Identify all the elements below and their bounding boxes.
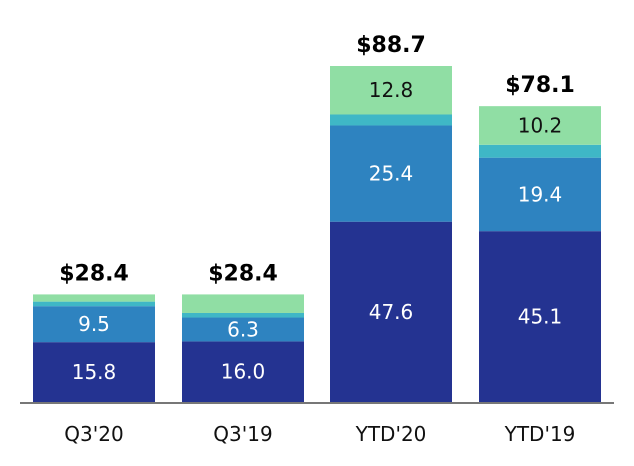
x-tick-label: Q3'20 — [64, 422, 123, 446]
segment-value-label: 15.8 — [72, 360, 117, 384]
bar-segment-2-1 — [33, 306, 155, 343]
bar-segment-2-3 — [330, 125, 452, 222]
bar-total-label: $28.4 — [59, 261, 129, 286]
bar-segment-1-3 — [330, 221, 452, 402]
bar-total-label: $78.1 — [505, 73, 575, 98]
bar-segment-1-4 — [479, 231, 601, 402]
x-tick-label: YTD'20 — [355, 422, 427, 446]
bar-total-label: $28.4 — [208, 261, 278, 286]
bar-segment-3-2 — [182, 312, 304, 318]
segment-value-label: 16.0 — [221, 360, 266, 384]
bar-segment-1-2 — [182, 341, 304, 402]
bar-total-label: $88.7 — [356, 33, 426, 58]
x-tick-label: YTD'19 — [504, 422, 576, 446]
segment-value-label: 45.1 — [518, 305, 563, 329]
bar-segment-4-1 — [33, 294, 155, 302]
bars-group — [33, 66, 601, 402]
x-tick-label: Q3'19 — [213, 422, 272, 446]
segment-value-label: 47.6 — [369, 300, 414, 324]
bar-segment-4-2 — [182, 294, 304, 313]
bar-segment-2-2 — [182, 317, 304, 342]
bar-segment-1-1 — [33, 342, 155, 402]
bar-segment-3-1 — [33, 301, 155, 307]
segment-value-label: 12.8 — [369, 78, 414, 102]
bar-segment-3-3 — [330, 114, 452, 126]
segment-value-label: 19.4 — [518, 182, 563, 206]
segment-value-label: 9.5 — [78, 312, 110, 336]
bar-segment-3-4 — [479, 144, 601, 158]
labels-group: 15.8 9.5 $28.4 Q3'20 16.0 6.3 $28.4 Q3'19 47.6 25… — [59, 33, 575, 446]
segment-value-label: 25.4 — [369, 162, 414, 186]
segment-value-label: 10.2 — [518, 113, 563, 137]
bar-segment-4-4 — [479, 106, 601, 145]
segment-value-label: 6.3 — [227, 317, 259, 341]
bar-segment-2-4 — [479, 157, 601, 232]
bar-segment-4-3 — [330, 66, 452, 115]
